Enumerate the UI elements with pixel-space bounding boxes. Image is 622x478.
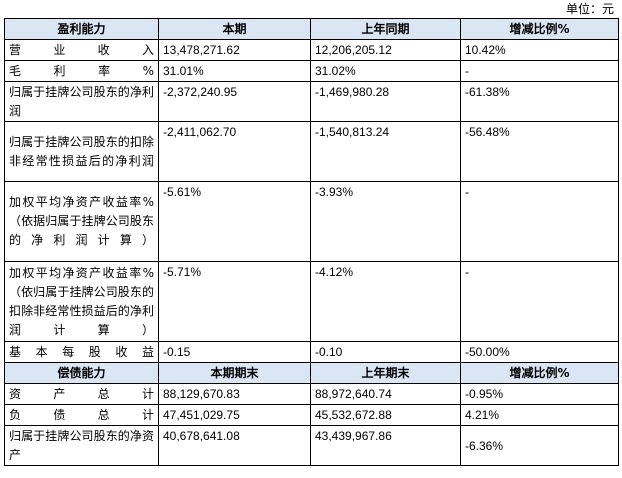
row-label: 归属于挂牌公司股东的扣除非经常性损益后的净利润 xyxy=(4,121,159,182)
row-label: 加权平均净资产收益率%（依归属于挂牌公司股东的扣除非经常性损益后的净利润计算） xyxy=(4,261,159,342)
row-label: 资产总计 xyxy=(4,383,159,405)
table-row: 归属于挂牌公司股东的净利润 -2,372,240.95 -1,469,980.2… xyxy=(4,81,619,122)
cell-prior: -3.93% xyxy=(310,181,461,262)
cell-change: -50.00% xyxy=(460,341,619,363)
row-label: 基本每股收益 xyxy=(4,341,159,363)
row-label: 归属于挂牌公司股东的净资产 xyxy=(4,425,159,466)
cell-prior: 43,439,967.86 xyxy=(310,425,461,466)
profit-header-row: 盈利能力 本期 上年同期 增减比例% xyxy=(4,18,619,40)
cell-prior: 45,532,672.88 xyxy=(310,404,461,426)
cell-change: -0.95% xyxy=(460,383,619,405)
table-row: 加权平均净资产收益率%（依据归属于挂牌公司股东的净利润计算） -5.61% -3… xyxy=(4,181,619,262)
cell-prior: -4.12% xyxy=(310,261,461,342)
cell-current: 88,129,670.83 xyxy=(158,383,311,405)
header-period-end: 本期期末 xyxy=(158,362,311,384)
table-row: 加权平均净资产收益率%（依归属于挂牌公司股东的扣除非经常性损益后的净利润计算） … xyxy=(4,261,619,342)
table-row: 归属于挂牌公司股东的净资产 40,678,641.08 43,439,967.8… xyxy=(4,425,619,466)
cell-prior: -0.10 xyxy=(310,341,461,363)
row-label: 归属于挂牌公司股东的净利润 xyxy=(4,81,159,122)
cell-current: 31.01% xyxy=(158,60,311,82)
table-row: 负债总计 47,451,029.75 45,532,672.88 4.21% xyxy=(4,404,619,426)
header-prior-period-end: 上年期末 xyxy=(310,362,461,384)
row-label: 营业收入 xyxy=(4,39,159,61)
cell-change: -6.36% xyxy=(460,425,619,466)
cell-current: 13,478,271.62 xyxy=(158,39,311,61)
header-current-period: 本期 xyxy=(158,18,311,40)
cell-change: - xyxy=(460,60,619,82)
cell-prior: 12,206,205.12 xyxy=(310,39,461,61)
cell-current: -2,411,062.70 xyxy=(158,121,311,182)
cell-change: - xyxy=(460,181,619,262)
header-change-pct: 增减比例% xyxy=(460,362,619,384)
header-profitability: 盈利能力 xyxy=(4,18,159,40)
cell-change: 4.21% xyxy=(460,404,619,426)
cell-prior: 88,972,640.74 xyxy=(310,383,461,405)
cell-prior: 31.02% xyxy=(310,60,461,82)
cell-current: 40,678,641.08 xyxy=(158,425,311,466)
unit-label: 单位：元 xyxy=(565,2,614,16)
header-solvency: 偿债能力 xyxy=(4,362,159,384)
cell-prior: -1,469,980.28 xyxy=(310,81,461,122)
header-prior-period: 上年同期 xyxy=(310,18,461,40)
table-row: 基本每股收益 -0.15 -0.10 -50.00% xyxy=(4,341,619,363)
cell-current: -2,372,240.95 xyxy=(158,81,311,122)
row-label: 加权平均净资产收益率%（依据归属于挂牌公司股东的净利润计算） xyxy=(4,181,159,262)
cell-change: 10.42% xyxy=(460,39,619,61)
cell-current: -0.15 xyxy=(158,341,311,363)
cell-prior: -1,540,813.24 xyxy=(310,121,461,182)
cell-current: 47,451,029.75 xyxy=(158,404,311,426)
table-row: 毛利率% 31.01% 31.02% - xyxy=(4,60,619,82)
header-change-pct: 增减比例% xyxy=(460,18,619,40)
cell-change: - xyxy=(460,261,619,342)
cell-change: -61.38% xyxy=(460,81,619,122)
row-label: 毛利率% xyxy=(4,60,159,82)
solvency-header-row: 偿债能力 本期期末 上年期末 增减比例% xyxy=(4,362,619,384)
cell-current: -5.71% xyxy=(158,261,311,342)
financial-table: 盈利能力 本期 上年同期 增减比例% 营业收入 13,478,271.62 12… xyxy=(4,18,619,466)
table-row: 营业收入 13,478,271.62 12,206,205.12 10.42% xyxy=(4,39,619,61)
cell-current: -5.61% xyxy=(158,181,311,262)
table-row: 资产总计 88,129,670.83 88,972,640.74 -0.95% xyxy=(4,383,619,405)
cell-change: -56.48% xyxy=(460,121,619,182)
table-row: 归属于挂牌公司股东的扣除非经常性损益后的净利润 -2,411,062.70 -1… xyxy=(4,121,619,182)
row-label: 负债总计 xyxy=(4,404,159,426)
